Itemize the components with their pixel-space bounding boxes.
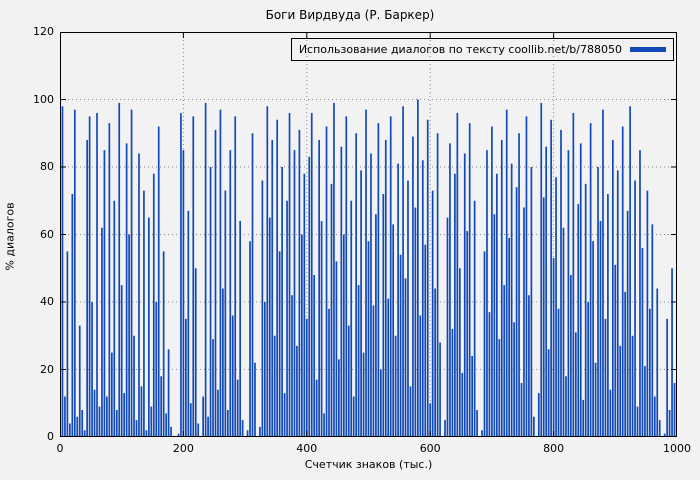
- x-tick-label: 600: [419, 442, 441, 455]
- x-axis-label: Счетчик знаков (тыс.): [304, 458, 433, 471]
- legend-label: Использование диалогов по тексту coollib…: [298, 43, 622, 56]
- x-tick-label: 800: [543, 442, 565, 455]
- x-tick-label: 1000: [663, 442, 691, 455]
- x-tick-label: 200: [172, 442, 194, 455]
- y-tick-label: 40: [40, 295, 54, 308]
- y-tick-label: 0: [47, 430, 54, 443]
- plot-area: [60, 32, 677, 437]
- y-tick-label: 80: [40, 160, 54, 173]
- x-tick-label: 400: [296, 442, 318, 455]
- x-tick-label: 0: [56, 442, 64, 455]
- y-tick-label: 100: [33, 92, 54, 106]
- y-tick-label: 120: [33, 25, 54, 38]
- legend: Использование диалогов по тексту coollib…: [290, 38, 674, 61]
- y-tick-label: 20: [40, 362, 54, 376]
- y-tick-label: 60: [40, 227, 54, 241]
- chart-title: Боги Вирдвуда (Р. Баркер): [265, 8, 435, 22]
- legend-line-swatch: [630, 47, 666, 52]
